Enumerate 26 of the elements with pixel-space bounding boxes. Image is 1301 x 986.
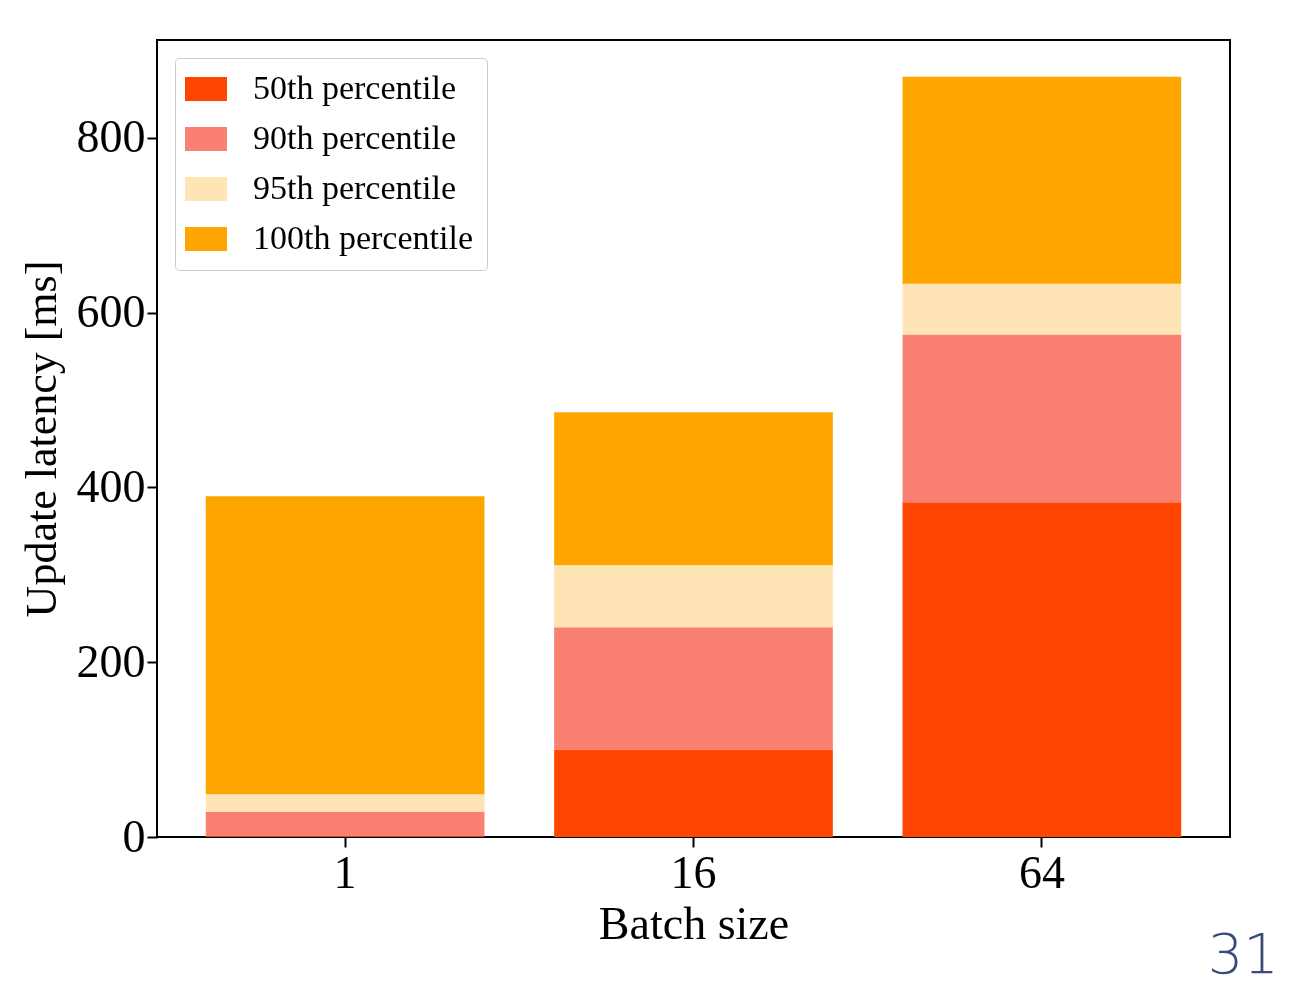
bar: [205, 496, 485, 795]
y-tick-label: 800: [76, 111, 146, 163]
legend-label: 100th percentile: [253, 219, 473, 256]
x-tick-label: 64: [1018, 846, 1065, 898]
y-tick-label: 200: [76, 635, 146, 687]
bar: [554, 749, 833, 837]
bar: [554, 627, 833, 750]
bar: [205, 811, 485, 837]
bar: [902, 334, 1182, 503]
y-tick-label: 400: [76, 460, 146, 512]
text: 31: [1207, 921, 1279, 986]
x-tick-label: 16: [670, 846, 717, 898]
y-tick-label: 0: [122, 810, 146, 862]
bar: [554, 565, 833, 628]
x-tick-label: 1: [333, 846, 357, 898]
legend-label: 90th percentile: [253, 119, 456, 156]
legend-label: 95th percentile: [253, 169, 456, 206]
y-tick-label: 600: [76, 286, 146, 338]
legend-label: 50th percentile: [253, 69, 456, 106]
x-axis-title: Batch size: [598, 897, 790, 949]
bar: [205, 794, 485, 812]
bar: [902, 283, 1182, 335]
y-axis-title: Update latency [ms]: [16, 260, 66, 618]
bar: [902, 502, 1182, 837]
bar: [554, 412, 833, 566]
bar: [902, 76, 1182, 284]
